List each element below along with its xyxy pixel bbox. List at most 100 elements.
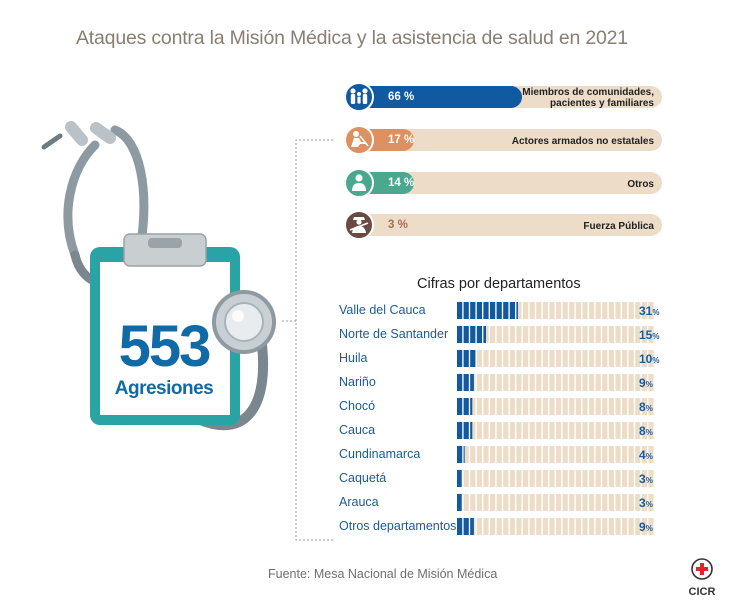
department-chart-title: Cifras por departamentos — [417, 276, 581, 292]
bar-segment-track — [628, 446, 634, 463]
bar-segment-track — [589, 326, 595, 343]
bar-segment-track — [648, 470, 654, 487]
bar-segment-track — [496, 446, 502, 463]
bar-segment-track — [536, 350, 542, 367]
bar-segment-track — [523, 374, 529, 391]
bar-segment-track — [615, 446, 621, 463]
bar-segment-filled — [457, 398, 463, 415]
bar-segment-track — [608, 350, 614, 367]
department-bar-graphic — [457, 518, 654, 535]
bar-segment-track — [463, 470, 469, 487]
bar-segment-track — [622, 446, 628, 463]
bar-segment-track — [476, 398, 482, 415]
bar-segment-track — [536, 374, 542, 391]
bar-segment-track — [622, 302, 628, 319]
bar-segment-track — [490, 518, 496, 535]
bar-segment-track — [496, 350, 502, 367]
bar-segment-track — [582, 422, 588, 439]
department-name: Otros departamentos — [339, 519, 457, 533]
department-row: Norte de Santander 15% — [339, 325, 679, 343]
department-bar-graphic — [457, 350, 654, 367]
bar-segment-filled — [470, 422, 473, 439]
bar-segment-track — [641, 446, 647, 463]
bar-segment-track — [569, 518, 575, 535]
bar-segment-track — [608, 446, 614, 463]
department-name: Cundinamarca — [339, 447, 421, 461]
bar-segment-track — [536, 326, 542, 343]
bar-segment-track — [608, 326, 614, 343]
bar-segment-filled — [457, 518, 463, 535]
bar-segment-track — [622, 374, 628, 391]
bar-segment-track — [490, 422, 496, 439]
department-bar-graphic — [457, 302, 654, 319]
bar-segment-track — [542, 398, 548, 415]
bar-segment-track — [628, 398, 634, 415]
bar-segment-track — [483, 422, 489, 439]
bar-segment-track — [516, 374, 522, 391]
bar-segment-track — [615, 518, 621, 535]
bar-segment-track — [542, 518, 548, 535]
bar-segment-track — [595, 446, 601, 463]
department-name: Chocó — [339, 399, 376, 413]
bar-segment-track — [648, 302, 654, 319]
bar-segment-track — [483, 518, 489, 535]
bar-segment-track — [516, 302, 522, 319]
bar-segment-track — [503, 350, 509, 367]
bar-segment-track — [496, 494, 502, 511]
department-name: Huila — [339, 351, 368, 365]
bar-segment-track — [582, 470, 588, 487]
bar-segment-track — [641, 518, 647, 535]
bar-segment-filled — [463, 446, 465, 463]
bar-segment-track — [549, 518, 555, 535]
bar-segment-track — [509, 374, 515, 391]
bar-segment-track — [503, 446, 509, 463]
bar-segment-track — [575, 518, 581, 535]
bar-segment-track — [635, 518, 641, 535]
bar-segment-track — [529, 302, 535, 319]
category-label: Miembros de comunidades, pacientes y fam… — [522, 87, 654, 109]
bar-segment-track — [509, 446, 515, 463]
bar-segment-track — [635, 302, 641, 319]
bar-segment-track — [523, 470, 529, 487]
bar-segment-track — [628, 350, 634, 367]
category-value: 66 % — [388, 91, 415, 103]
bar-segment-track — [602, 422, 608, 439]
bar-segment-track — [503, 398, 509, 415]
bar-segment-track — [476, 446, 482, 463]
bar-segment-track — [496, 422, 502, 439]
bar-segment-track — [496, 374, 502, 391]
bar-segment-track — [490, 494, 496, 511]
bar-segment-track — [556, 350, 562, 367]
bar-segment-track — [608, 398, 614, 415]
bar-segment-track — [503, 422, 509, 439]
bar-segment-filled — [503, 302, 509, 319]
bar-segment-track — [529, 494, 535, 511]
bar-segment-track — [569, 350, 575, 367]
department-value: 31% — [639, 304, 660, 318]
bar-segment-track — [562, 494, 568, 511]
bar-segment-track — [589, 422, 595, 439]
bar-segment-track — [635, 326, 641, 343]
bar-segment-track — [582, 446, 588, 463]
category-row: 3 % Fuerza Pública — [344, 210, 662, 240]
bar-segment-track — [569, 326, 575, 343]
bar-segment-track — [648, 518, 654, 535]
bar-segment-track — [536, 302, 542, 319]
bar-segment-track — [549, 398, 555, 415]
bar-segment-track — [542, 446, 548, 463]
bar-segment-track — [595, 470, 601, 487]
bar-segment-track — [490, 398, 496, 415]
bar-segment-track — [615, 494, 621, 511]
bar-segment-track — [509, 518, 515, 535]
bar-segment-track — [516, 518, 522, 535]
bar-segment-filled — [463, 350, 469, 367]
bar-segment-track — [615, 350, 621, 367]
bar-segment-track — [648, 422, 654, 439]
department-row: Arauca 3% — [339, 493, 679, 511]
bar-segment-track — [536, 470, 542, 487]
department-name: Nariño — [339, 375, 376, 389]
bar-segment-track — [556, 518, 562, 535]
bar-segment-track — [503, 470, 509, 487]
bar-segment-track — [496, 518, 502, 535]
bar-segment-track — [529, 398, 535, 415]
